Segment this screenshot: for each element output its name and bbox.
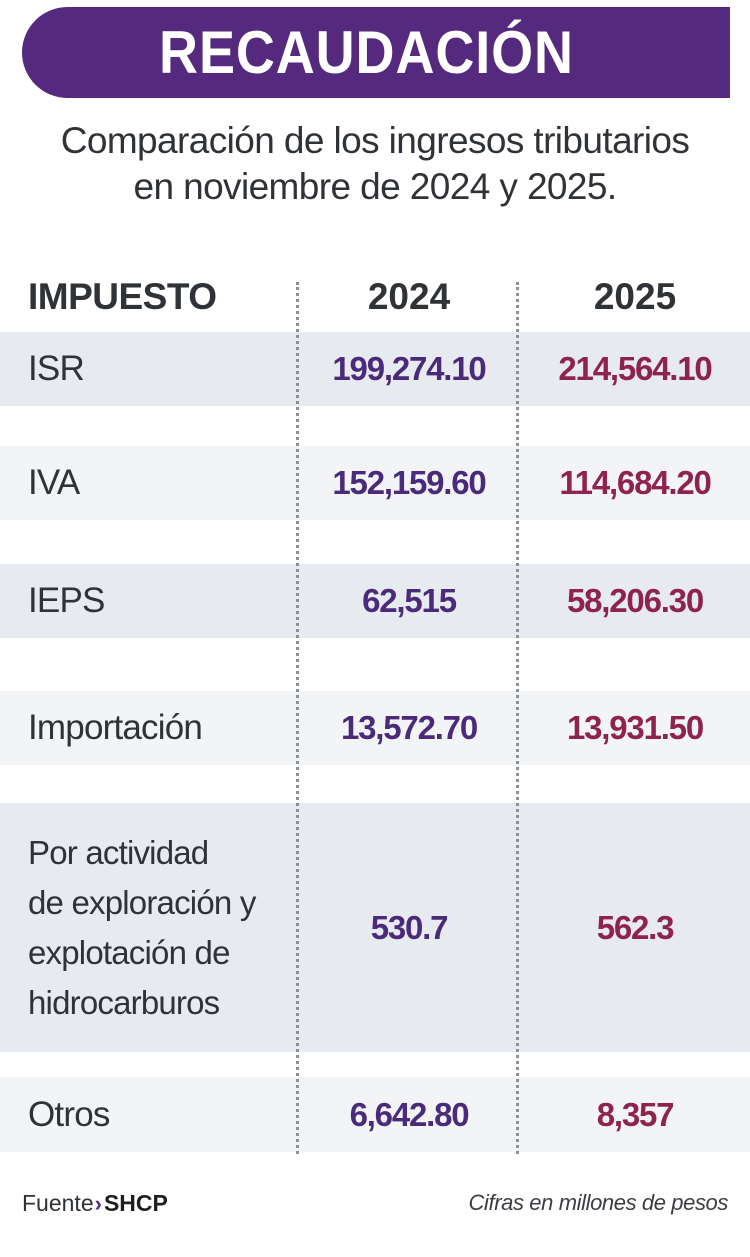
title-banner: RECAUDACIÓN xyxy=(22,7,730,98)
chevron-right-icon: › xyxy=(94,1190,102,1216)
row-label: IVA xyxy=(28,463,80,502)
subtitle-line-2: en noviembre de 2024 y 2025. xyxy=(133,166,617,207)
column-divider-2 xyxy=(516,282,519,1154)
value-2024: 62,515 xyxy=(362,582,457,619)
value-2024: 530.7 xyxy=(370,908,449,946)
value-2025: 214,564.10 xyxy=(558,350,712,387)
row-band-otros xyxy=(0,1077,750,1152)
row-label-line: explotación de xyxy=(28,933,230,971)
page-title: RECAUDACIÓN xyxy=(158,19,574,86)
source-name: SHCP xyxy=(103,1190,168,1216)
row-band-ieps xyxy=(0,564,750,638)
value-2024: 199,274.10 xyxy=(332,350,486,387)
value-2024: 6,642.80 xyxy=(349,1095,470,1133)
row-label-line: hidrocarburos xyxy=(28,983,220,1021)
column-divider-1 xyxy=(296,282,299,1154)
row-label: Importación xyxy=(28,708,203,747)
value-2024: 13,572.70 xyxy=(340,709,478,746)
row-label: Por actividad de exploración y explotaci… xyxy=(28,803,293,1052)
row-label: Otros xyxy=(28,1094,110,1134)
row-band-importacion xyxy=(0,691,750,765)
value-2024: 152,159.60 xyxy=(332,464,486,501)
subtitle-line-1: Comparación de los ingresos tributarios xyxy=(60,120,690,161)
row-label: IEPS xyxy=(28,581,105,620)
source-credit: Fuente › SHCP xyxy=(22,1190,168,1217)
column-header-2024: 2024 xyxy=(367,276,451,317)
value-2025: 562.3 xyxy=(596,908,675,946)
column-header-2025: 2025 xyxy=(593,276,677,317)
source-label: Fuente xyxy=(22,1190,94,1216)
row-label-line: de exploración y xyxy=(28,883,256,921)
row-band-iva xyxy=(0,446,750,520)
units-note: Cifras en millones de pesos xyxy=(468,1190,729,1215)
value-2025: 58,206.30 xyxy=(566,582,704,619)
subtitle: Comparación de los ingresos tributarios … xyxy=(0,118,750,210)
column-header-impuesto: IMPUESTO xyxy=(28,276,217,317)
row-label: ISR xyxy=(28,349,85,388)
row-band-isr xyxy=(0,332,750,406)
row-band-hidrocarburos xyxy=(0,803,750,1052)
row-label-line: Por actividad xyxy=(28,833,209,871)
value-2025: 114,684.20 xyxy=(559,464,712,501)
value-2025: 13,931.50 xyxy=(566,709,704,746)
value-2025: 8,357 xyxy=(596,1095,675,1133)
